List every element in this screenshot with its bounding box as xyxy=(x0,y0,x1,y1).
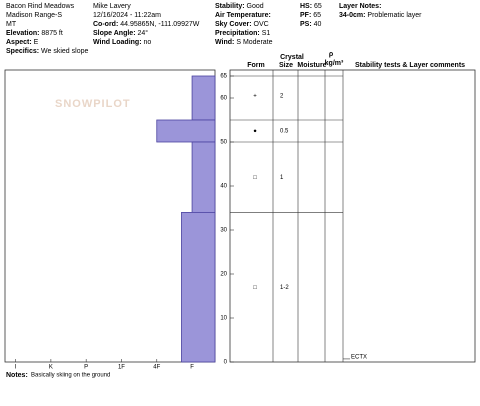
header-field: PS: 40 xyxy=(300,21,322,28)
field-value: S Moderate xyxy=(236,39,272,46)
field-label: Aspect: xyxy=(6,39,32,46)
header-field: PF: 65 xyxy=(300,12,321,19)
test-label: ECTX xyxy=(351,354,367,360)
field-value: Bacon Rind Meadows xyxy=(6,3,75,10)
x-tick-label: I xyxy=(15,365,17,371)
x-tick-label: F xyxy=(190,365,194,371)
field-value: OVC xyxy=(254,21,269,28)
field-value: Good xyxy=(247,3,264,10)
field-value: 24° xyxy=(137,29,148,37)
field-label: Layer Notes: xyxy=(339,3,381,10)
x-tick-label: 4F xyxy=(153,365,160,371)
header: Stability tests & Layer comments xyxy=(355,62,465,69)
field-value: 44.95865N, -111.09927W xyxy=(120,21,200,28)
y-tick-label: 60 xyxy=(220,96,227,102)
header-field: Elevation: 8875 ft xyxy=(6,30,63,37)
hardness-bar xyxy=(156,119,216,143)
field-value: We skied slope xyxy=(41,48,88,55)
x-tick-label: P xyxy=(84,365,88,371)
header-field: Layer Notes: xyxy=(339,3,381,10)
header: ρ xyxy=(329,51,334,58)
header-field: Sky Cover: OVC xyxy=(215,21,269,28)
header-field: Precipitation: S1 xyxy=(215,30,270,37)
field-label: PS: xyxy=(300,21,312,28)
field-label: Specifics: xyxy=(6,48,39,55)
header-field: Bacon Rind Meadows xyxy=(6,3,75,10)
header-field: Co-ord: 44.95865N, -111.09927W xyxy=(93,21,200,28)
header-field: Madison Range-S xyxy=(6,12,62,19)
field-label: Sky Cover: xyxy=(215,21,252,28)
header-field: Wind: S Moderate xyxy=(215,39,273,46)
field-label: Wind Loading: xyxy=(93,39,142,46)
field-label: HS: xyxy=(300,3,312,10)
y-tick-label: 20 xyxy=(220,272,227,278)
y-tick-label: 65 xyxy=(220,74,227,80)
grain-form: □ xyxy=(253,285,257,291)
field-value: 40 xyxy=(314,21,322,28)
field-value: MT xyxy=(6,21,17,28)
header-field: Air Temperature: xyxy=(215,12,271,19)
field-value: no xyxy=(144,39,152,46)
header-field: MT xyxy=(6,21,17,28)
header-field: Mike Lavery xyxy=(93,3,131,10)
hardness-bar xyxy=(191,75,216,121)
field-label: Elevation: xyxy=(6,30,39,37)
field-label: 34-0cm: xyxy=(339,12,365,19)
header-field: 12/16/2024 - 11:22am xyxy=(93,12,161,19)
header: Size xyxy=(279,62,293,69)
y-tick-label: 30 xyxy=(220,228,227,234)
grain-size: 1-2 xyxy=(280,285,289,291)
y-tick-label: 50 xyxy=(220,140,227,146)
header: Moisture xyxy=(297,62,326,69)
header-field: Aspect: E xyxy=(6,39,39,46)
grain-form: + xyxy=(253,93,257,99)
x-tick-label: K xyxy=(49,365,53,371)
header-field: Wind Loading: no xyxy=(93,39,151,46)
grain-size: 1 xyxy=(280,175,284,181)
field-label: Slope Angle: xyxy=(93,30,136,37)
notes-label: Notes: xyxy=(6,372,28,379)
header: Crystal xyxy=(280,54,304,61)
field-value: 65 xyxy=(314,3,322,10)
field-label: Wind: xyxy=(215,39,234,46)
header-field: Slope Angle: 24° xyxy=(93,29,148,37)
field-value: E xyxy=(34,39,39,46)
y-tick-label: 10 xyxy=(220,316,227,322)
field-value: Mike Lavery xyxy=(93,3,131,10)
field-label: Air Temperature: xyxy=(215,12,271,19)
field-label: Stability: xyxy=(215,3,245,10)
watermark: SNOWPILOT xyxy=(55,98,131,110)
x-tick-label: 1F xyxy=(118,365,125,371)
field-value: S1 xyxy=(262,30,271,37)
grain-form: ● xyxy=(253,129,257,135)
grain-size: 0.5 xyxy=(280,129,289,135)
field-label: PF: xyxy=(300,12,311,19)
header-field: HS: 65 xyxy=(300,3,322,10)
header-field: Stability: Good xyxy=(215,3,264,10)
grain-size: 2 xyxy=(280,93,284,99)
header-field: Specifics: We skied slope xyxy=(6,48,88,55)
grain-form: □ xyxy=(253,175,257,181)
field-label: Precipitation: xyxy=(215,30,260,37)
header: kg/m³ xyxy=(325,60,344,67)
table-frame xyxy=(229,69,476,363)
field-value: 12/16/2024 - 11:22am xyxy=(93,12,161,19)
field-value: Madison Range-S xyxy=(6,12,62,19)
y-tick-label: 40 xyxy=(220,184,227,190)
notes: Basically skiing on the ground xyxy=(31,373,110,379)
field-value: 65 xyxy=(313,12,321,19)
y-tick-label: 0 xyxy=(224,360,228,366)
field-label: Co-ord: xyxy=(93,21,118,28)
field-value: 8875 ft xyxy=(41,30,62,37)
field-value: Problematic layer xyxy=(367,12,422,19)
header-field: 34-0cm: Problematic layer xyxy=(339,12,422,19)
hardness-bar xyxy=(191,141,216,213)
header: Form xyxy=(247,62,265,69)
hardness-bar xyxy=(181,211,216,363)
